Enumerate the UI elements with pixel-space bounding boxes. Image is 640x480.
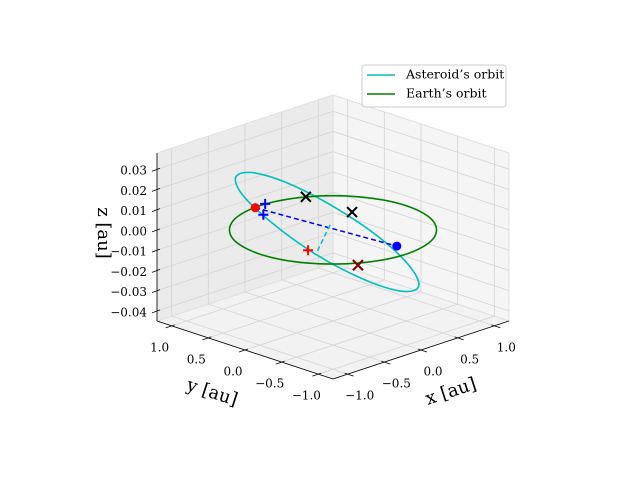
x-tick-label: −0.5	[382, 377, 411, 391]
dashed-segment	[316, 224, 331, 253]
axis-line	[156, 320, 334, 380]
y-tick	[165, 324, 175, 329]
x-tick-label: 0.5	[460, 352, 479, 366]
x-tick	[491, 324, 501, 329]
legend-label: Asteroid’s orbit	[405, 67, 504, 82]
grid-line	[332, 131, 510, 190]
grid-line	[318, 315, 495, 375]
marker-cross	[346, 206, 358, 218]
z-tick-label: −0.03	[110, 285, 147, 299]
legend-box	[361, 64, 507, 108]
grid-line	[156, 110, 334, 170]
axis-line	[332, 320, 510, 380]
x-tick-label: −1.0	[345, 389, 374, 403]
z-tick	[151, 208, 161, 213]
z-tick	[151, 188, 161, 192]
z-tick	[151, 167, 161, 172]
grid-line	[171, 267, 348, 327]
grid-line	[156, 212, 334, 271]
marker-cross	[300, 191, 312, 203]
marker-cross	[352, 259, 364, 271]
z-tick	[151, 289, 161, 294]
grid-line	[332, 232, 510, 292]
grid-line	[156, 171, 334, 231]
orbit-line	[234, 171, 420, 293]
y-tick-label: −1.0	[292, 389, 321, 403]
z-tick-label: 0.03	[120, 164, 147, 178]
y-tick	[238, 348, 249, 353]
grid-line	[244, 291, 422, 351]
z-tick-label: −0.02	[110, 265, 147, 279]
grid-line	[332, 110, 510, 170]
marker-dot	[250, 203, 260, 213]
y-tick	[275, 360, 285, 365]
z-tick	[151, 269, 161, 273]
x-tick	[417, 348, 428, 353]
legend: Asteroid’s orbit Earth’s orbit	[361, 64, 507, 108]
grid-line	[332, 151, 510, 211]
y-tick-label: −0.5	[255, 377, 284, 391]
grid-line	[332, 171, 510, 231]
grid-line	[156, 191, 334, 251]
z-tick-label: 0.02	[120, 184, 147, 198]
x-tick	[381, 360, 391, 365]
x-tick-label: 0.0	[423, 365, 442, 379]
y-tick	[202, 336, 212, 341]
x-tick	[454, 336, 464, 341]
z-tick	[151, 248, 161, 253]
grid-line	[208, 279, 385, 339]
z-tick-label: 0.00	[120, 224, 147, 238]
legend-label: Earth’s orbit	[406, 86, 487, 101]
x-tick	[344, 372, 354, 377]
z-tick-label: 0.01	[120, 204, 147, 218]
y-tick-label: 0.5	[187, 352, 206, 366]
marker-plus	[260, 198, 271, 209]
y-tick-label: 1.0	[150, 340, 169, 354]
z-tick-label: −0.01	[110, 245, 147, 259]
marker-plus	[303, 245, 314, 256]
marker-plus	[258, 209, 269, 220]
y-tick-label: 0.0	[223, 365, 242, 379]
dashed-segment	[255, 206, 397, 247]
grid-line	[281, 303, 458, 363]
z-tick	[151, 309, 161, 314]
grid-line	[156, 131, 334, 190]
marker-dot	[392, 241, 402, 251]
x-tick-label: 1.0	[497, 340, 516, 354]
y-tick	[312, 372, 322, 377]
grid-line	[332, 212, 510, 271]
z-tick	[151, 228, 161, 233]
grid-line	[156, 151, 334, 211]
z-tick-label: −0.04	[110, 305, 147, 319]
z-axis-label: z [au]	[93, 207, 114, 259]
grid-line	[332, 191, 510, 251]
grid-line	[156, 232, 334, 292]
